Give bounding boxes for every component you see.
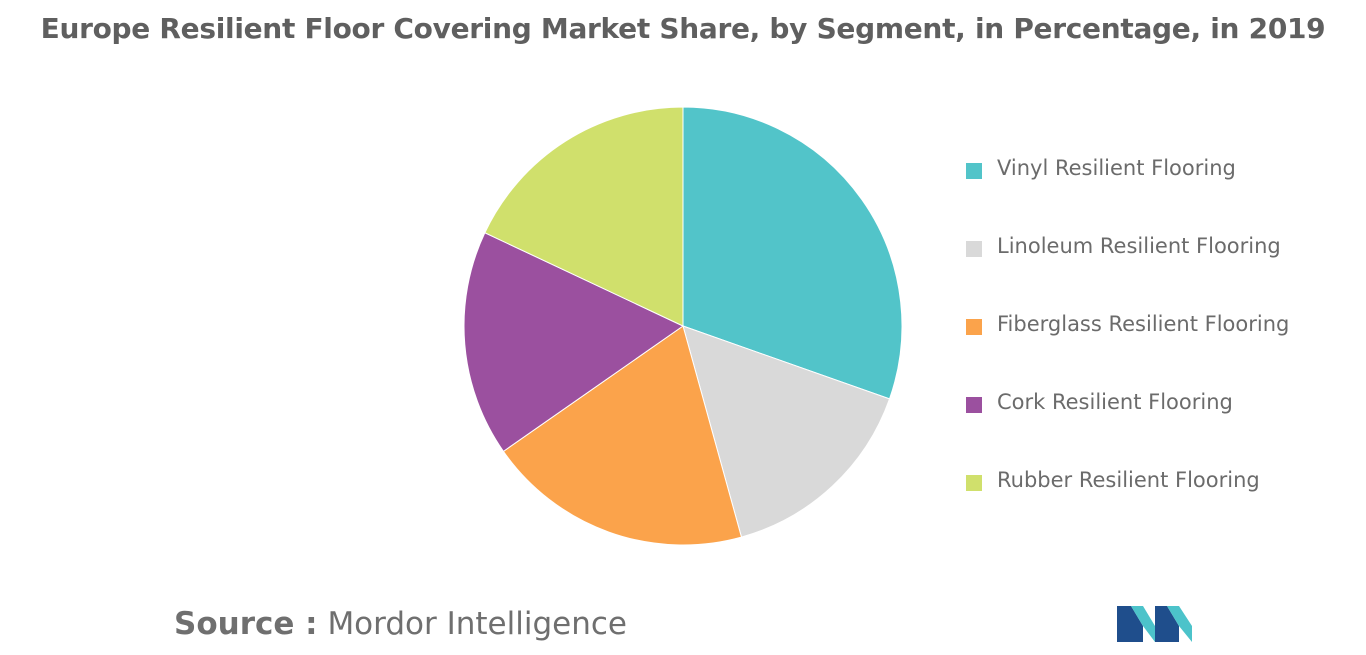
pie-slice-cork-resilient-flooring <box>463 232 684 453</box>
pie-slice-vinyl-resilient-flooring <box>682 106 903 400</box>
legend-label-fiberglass: Fiberglass Resilient Flooring <box>997 312 1290 336</box>
pie-slice-linoleum-resilient-flooring <box>682 325 891 538</box>
pie-slice-rubber-resilient-flooring <box>484 106 684 327</box>
chart-title: Europe Resilient Floor Covering Market S… <box>40 12 1326 45</box>
source-label: Source : <box>174 606 318 642</box>
mordor-intelligence-logo-icon <box>1117 606 1192 642</box>
legend-label-linoleum: Linoleum Resilient Flooring <box>997 234 1281 258</box>
legend-swatch-vinyl <box>966 163 982 179</box>
legend-label-vinyl: Vinyl Resilient Flooring <box>997 156 1236 180</box>
legend-swatch-rubber <box>966 475 982 491</box>
legend-label-rubber: Rubber Resilient Flooring <box>997 468 1260 492</box>
source-value: Mordor Intelligence <box>327 606 627 642</box>
legend-swatch-cork <box>966 397 982 413</box>
pie-chart <box>463 106 903 546</box>
source-note: Source : Mordor Intelligence <box>174 606 627 642</box>
legend-label-cork: Cork Resilient Flooring <box>997 390 1233 414</box>
legend-swatch-fiberglass <box>966 319 982 335</box>
pie-slice-fiberglass-resilient-flooring <box>502 325 743 546</box>
legend-swatch-linoleum <box>966 241 982 257</box>
